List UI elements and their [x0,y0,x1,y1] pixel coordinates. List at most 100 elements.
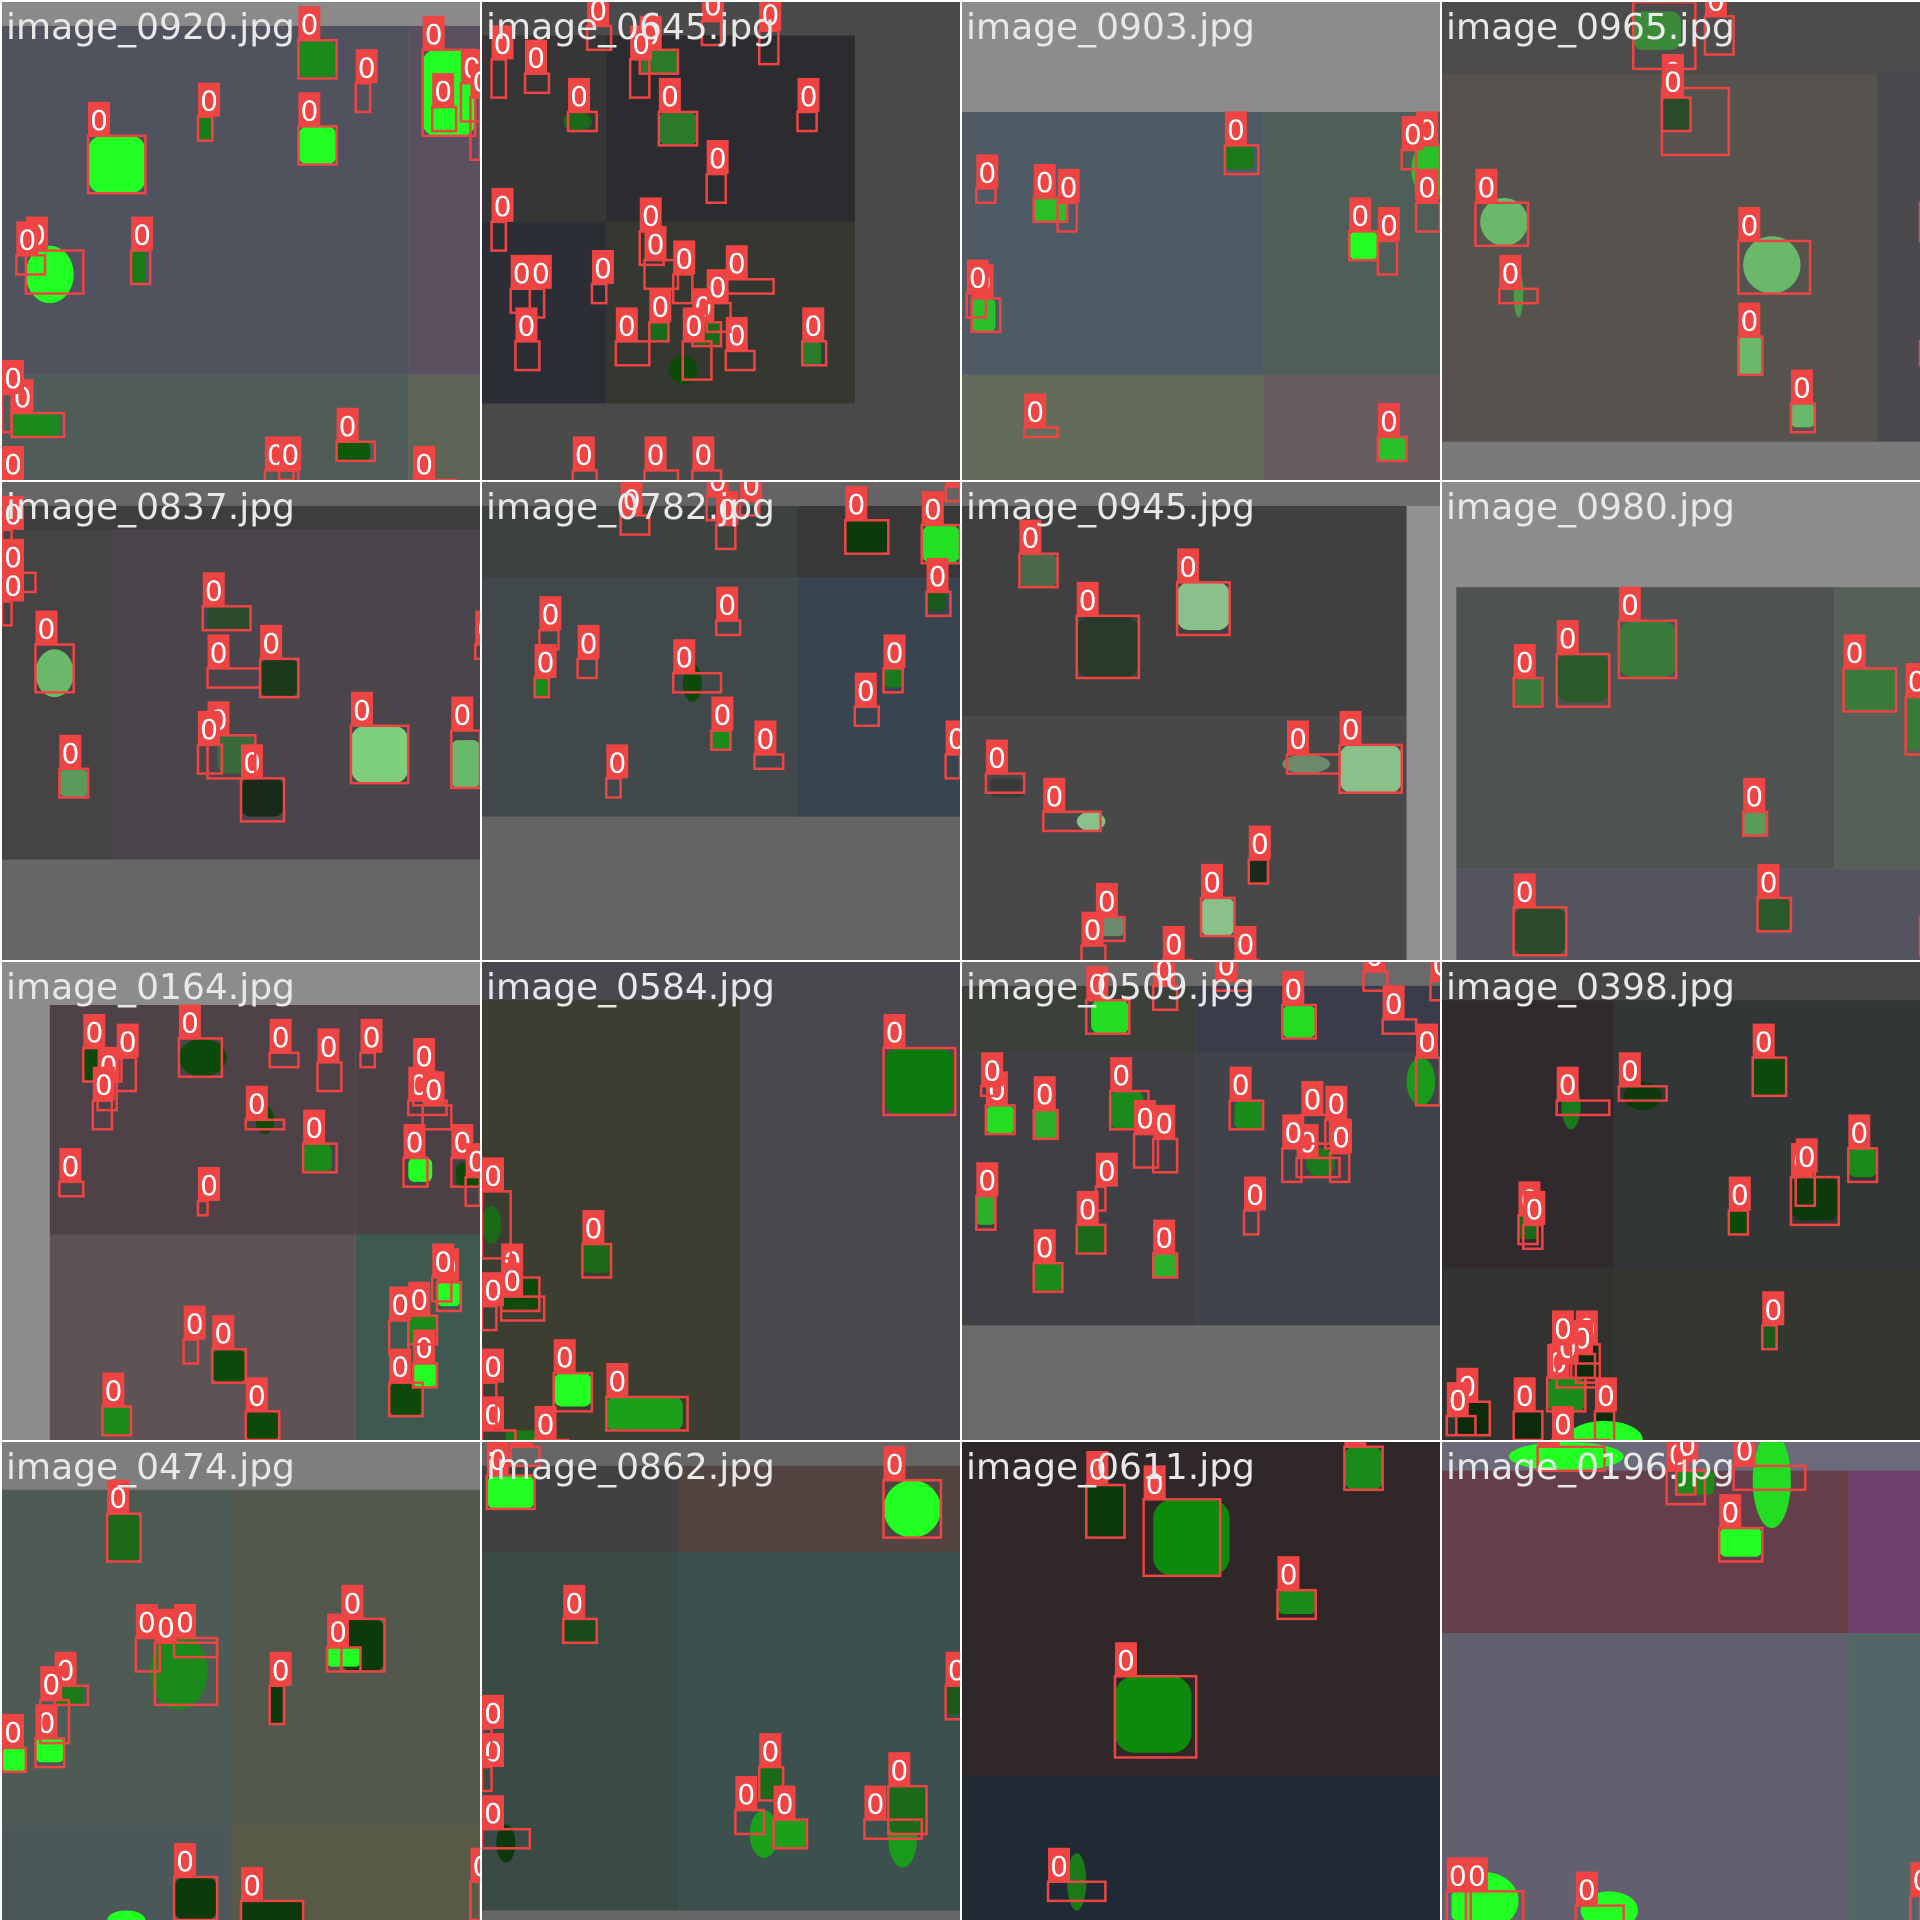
detection-box-outline [1018,552,1059,589]
class-label-background [389,1348,412,1383]
detection-box-outline [325,1646,362,1673]
leaf-object [327,1647,361,1667]
detection-box: 0 [1756,863,1793,933]
detection-box: 0 [1281,971,1317,1040]
class-label-background [1076,581,1099,616]
detection-box-outline [643,469,680,480]
detection-box: 0 [1741,777,1769,837]
class-label-text: 0 [742,482,760,502]
tile-filename: image_0965.jpg [1446,7,1735,48]
leaf-object [649,322,669,342]
class-label-background [183,1305,206,1340]
class-label-background [725,245,748,280]
class-label-text: 0 [866,1788,884,1821]
detection-box: 0 [2,538,37,594]
class-label-text: 0 [857,675,875,708]
class-label-background [740,482,763,502]
class-label-text: 0 [243,746,261,779]
class-label-background [630,25,653,60]
class-label-background [606,1362,629,1397]
leaf-object [245,1411,280,1440]
class-label-text: 0 [4,448,22,480]
class-label-text: 0 [1036,166,1054,199]
detection-box: 0 [1732,1442,1807,1492]
leaf-object [1633,11,1681,50]
class-label-background [40,1666,63,1701]
class-label-text: 0 [1468,1859,1486,1892]
class-label-background [116,1023,139,1058]
detection-box: 0 [1032,1229,1064,1294]
class-label-background [83,1014,106,1049]
detection-box-outline [1665,1469,1707,1506]
leaf-object [1224,145,1254,170]
class-label-background [482,1157,504,1192]
class-label-background [1301,1080,1324,1115]
leaf-object [773,1819,808,1849]
class-label-text: 0 [728,247,746,280]
leaf-object [35,649,74,698]
detection-box: 0 [1522,1190,1546,1251]
class-label-background [92,1066,115,1101]
detection-box-outline [757,1765,785,1802]
detection-box: 0 [1223,111,1260,176]
class-label-background [135,1603,158,1638]
leaf-object [11,413,60,437]
class-label-text: 0 [281,438,299,471]
class-label-text: 0 [608,746,626,779]
detection-box: 0 [244,1377,281,1440]
class-label-text: 0 [353,694,371,727]
class-label-background [1287,720,1310,755]
leaf-object [1513,677,1543,707]
detection-box: 0 [1555,620,1611,708]
class-label-background [482,1348,504,1383]
class-label-text: 0 [248,1379,266,1412]
class-label-background [1475,168,1498,203]
class-label-background [327,1613,350,1648]
class-label-background [1719,1494,1742,1529]
class-label-background [525,39,548,74]
class-label-background [1757,863,1780,898]
class-label-background [432,73,455,108]
class-label-background [1465,1857,1488,1892]
leaf-object [971,298,996,332]
leaf-object [150,1633,208,1710]
detection-box: 0 [619,482,651,536]
class-label-background [773,1785,796,1820]
class-label-background [1114,1642,1137,1677]
class-label-background [1905,663,1920,698]
detection-box: 0 [1550,1310,1574,1380]
class-label-text: 0 [565,1587,583,1620]
class-label-text: 0 [800,80,818,113]
detection-box: 0 [628,25,653,99]
tile-filename: image_0920.jpg [6,7,295,48]
detection-box: 0 [882,1014,957,1117]
class-label-background [1752,1023,1775,1058]
detection-box: 0 [562,1584,598,1645]
detection-box-outline [984,1104,1016,1136]
detection-box: 0 [482,1272,504,1332]
leaf-object [25,245,74,304]
background-region [1876,73,1920,442]
class-label-background [245,1085,268,1120]
tile-filename: image_0474.jpg [6,1447,295,1488]
detection-box: 0 [485,1442,536,1511]
detection-box: 0 [614,307,651,367]
class-label-background [1738,302,1761,337]
class-label-text: 0 [343,1587,361,1620]
detection-box: 0 [335,407,377,463]
detection-box-outline [863,1818,924,1840]
class-label-text: 0 [425,18,443,51]
detection-box: 0 [738,482,763,517]
class-label-text: 0 [176,1606,194,1639]
class-label-text: 0 [1155,1222,1173,1255]
class-label-background [501,1262,524,1297]
class-label-text: 0 [1554,1408,1572,1440]
detection-box-outline [671,671,723,694]
class-label-background [197,1167,220,1201]
class-label-text: 0 [494,27,512,60]
leaf-object [1201,897,1235,937]
